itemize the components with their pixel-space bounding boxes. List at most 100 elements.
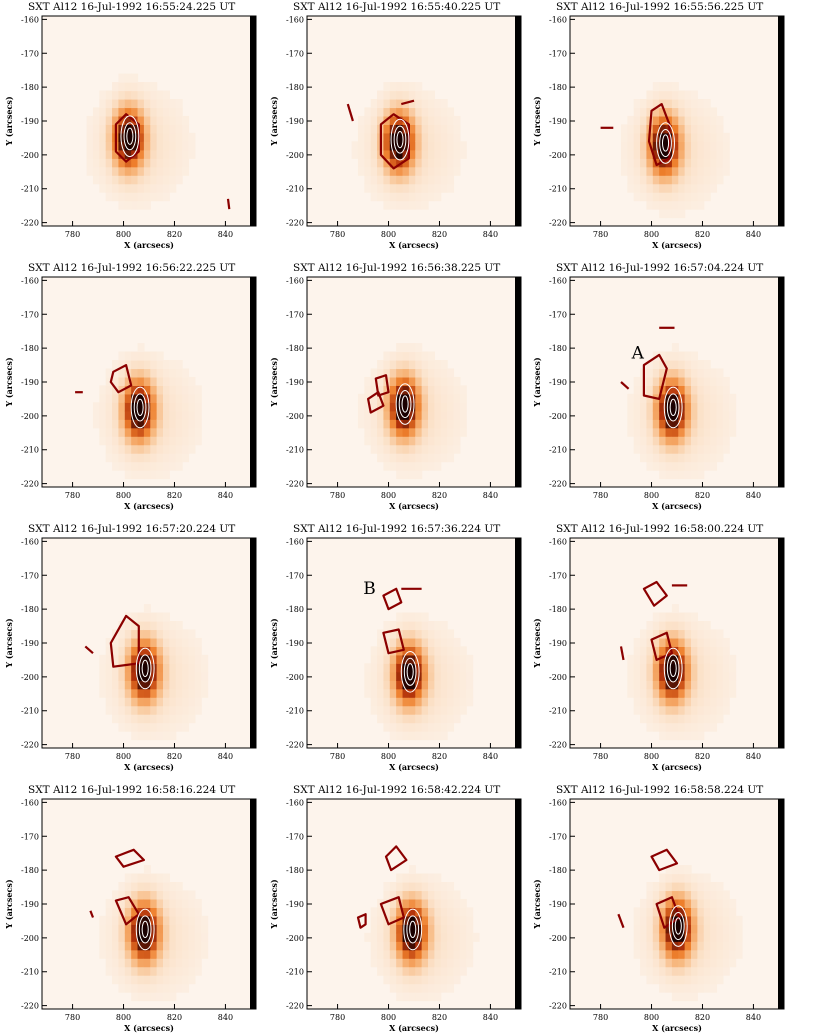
sxt-image [42,277,256,487]
x-tick-label: 780 [65,230,80,239]
white-contour [141,920,149,939]
y-tick-label: -160 [286,537,304,546]
y-tick-label: -190 [21,900,39,909]
frame-edge-bar [778,277,784,487]
panel-title: SXT Al12 16-Jul-1992 16:57:04.224 UT [556,262,763,274]
x-tick-label: 800 [116,752,131,761]
x-tick-label: 800 [381,1013,396,1022]
white-contour [669,659,677,678]
frame-edge-bar [515,538,521,748]
x-tick-label: 780 [65,1013,80,1022]
red-contour [617,913,625,929]
y-tick-label: -180 [21,83,39,92]
y-tick-label: -160 [21,276,39,285]
white-contour [138,654,152,683]
red-contour [109,614,140,668]
panel-5: SXT Al12 16-Jul-1992 16:56:38.225 UT -160… [269,262,522,511]
x-tick-label: 840 [218,752,233,761]
red-contour [374,374,390,397]
panel-title: SXT Al12 16-Jul-1992 16:55:56.225 UT [556,1,763,13]
y-tick-label: -190 [549,639,567,648]
sxt-image [307,277,521,487]
white-contour [135,908,155,951]
y-axis-label: Y (arcsecs) [4,96,14,147]
x-tick-label: 820 [167,752,182,761]
y-tick-label: -210 [21,446,39,455]
y-tick-label: -220 [21,219,39,228]
y-axis-label: Y (arcsecs) [269,618,279,669]
annotation-label: A [631,343,645,363]
y-axis-label: Y (arcsecs) [532,618,542,669]
sxt-image [42,799,256,1009]
red-contour [384,845,408,872]
red-contour [401,99,415,106]
y-tick-label: -160 [549,537,567,546]
y-tick-label: -180 [549,605,567,614]
sxt-image [42,16,256,226]
white-contour [401,395,409,413]
white-contour [674,917,682,935]
y-tick-label: -200 [549,412,567,421]
x-tick-label: 800 [644,491,659,500]
red-contour [84,645,94,655]
y-tick-label: -180 [21,866,39,875]
x-tick-label: 780 [330,752,345,761]
white-contour [666,393,680,422]
red-contour [89,910,95,918]
white-contour [395,383,415,425]
y-axis-label: Y (arcsecs) [532,357,542,408]
x-tick-label: 800 [116,1013,131,1022]
y-tick-label: -210 [286,968,304,977]
white-contour [138,915,152,944]
y-tick-label: -220 [549,219,567,228]
x-tick-label: 780 [330,230,345,239]
white-contour [656,122,675,164]
panel-title: SXT Al12 16-Jul-1992 16:57:20.224 UT [28,523,235,535]
x-tick-label: 820 [695,491,710,500]
white-contour [403,908,423,951]
frame-edge-bar [250,16,256,226]
y-tick-label: -180 [21,344,39,353]
y-tick-label: -220 [286,741,304,750]
y-tick-label: -200 [286,673,304,682]
panel-1: SXT Al12 16-Jul-1992 16:55:24.225 UT -160… [4,1,257,250]
x-axis-label: X (arcsecs) [652,240,702,250]
red-contour [226,198,231,210]
y-tick-label: -190 [549,900,567,909]
x-tick-label: 820 [167,230,182,239]
y-axis-label: Y (arcsecs) [4,879,14,930]
y-tick-label: -170 [286,571,304,580]
red-contour [647,102,671,167]
x-tick-label: 820 [695,1013,710,1022]
y-axis-label: Y (arcsecs) [269,357,279,408]
white-contour [123,122,137,151]
red-contour [114,848,145,868]
y-tick-label: -170 [549,49,567,58]
y-tick-label: -200 [21,412,39,421]
y-tick-label: -180 [549,83,567,92]
panel-9: SXT Al12 16-Jul-1992 16:58:00.224 UT -160… [532,523,785,772]
y-axis-label: Y (arcsecs) [532,96,542,147]
panel-6: SXT Al12 16-Jul-1992 16:57:04.224 UT -160… [532,262,785,511]
panel-title: SXT Al12 16-Jul-1992 16:55:40.225 UT [293,1,500,13]
x-tick-label: 840 [746,1013,761,1022]
panel-title: SXT Al12 16-Jul-1992 16:56:22.225 UT [28,262,235,274]
y-tick-label: -210 [549,185,567,194]
x-axis-label: X (arcsecs) [652,1023,702,1033]
x-axis-label: X (arcsecs) [652,762,702,772]
y-tick-label: -220 [21,741,39,750]
x-tick-label: 780 [593,230,608,239]
y-tick-label: -190 [286,639,304,648]
red-contour [114,113,140,163]
y-tick-label: -220 [549,480,567,489]
white-contour [409,920,417,939]
x-axis-label: X (arcsecs) [124,1023,174,1033]
white-contour [661,134,670,152]
frame-edge-bar [515,16,521,226]
x-tick-label: 840 [483,1013,498,1022]
y-tick-label: -210 [286,446,304,455]
panel-8: SXT Al12 16-Jul-1992 16:57:36.224 UT -160… [269,523,522,772]
x-tick-label: 780 [593,1013,608,1022]
x-axis-label: X (arcsecs) [389,1023,439,1033]
